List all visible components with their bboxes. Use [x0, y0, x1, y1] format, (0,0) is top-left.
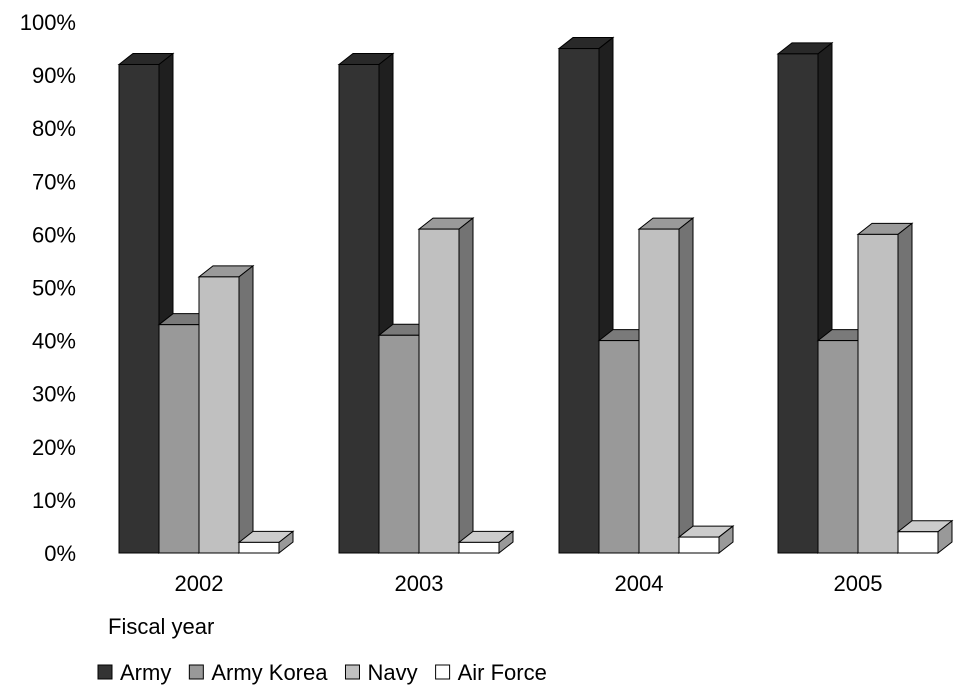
y-tick-label: 80% — [32, 116, 76, 141]
bar-side-face — [897, 222, 913, 555]
legend-swatch — [344, 664, 360, 680]
bar-air-force-2002 — [237, 530, 295, 555]
bar-front-face — [638, 228, 680, 554]
x-axis-title: Fiscal year — [108, 614, 214, 639]
legend-item-air-force: Air Force — [435, 660, 547, 685]
bar-front-face — [897, 531, 939, 554]
x-category-label: 2003 — [395, 571, 444, 596]
bar-front-face — [458, 541, 500, 554]
y-tick-label: 30% — [32, 382, 76, 407]
legend-label: Air Force — [458, 660, 547, 685]
bar-navy-2005 — [856, 222, 914, 555]
bar-front-face — [238, 541, 280, 554]
bar-front-face — [198, 276, 240, 554]
bar-front-face — [678, 536, 720, 554]
x-axis-categories: 2002 2003 2004 2005 — [175, 571, 883, 596]
y-tick-label: 40% — [32, 329, 76, 354]
legend-item-army: Army — [97, 660, 171, 685]
y-tick-label: 90% — [32, 63, 76, 88]
bar-side-face — [238, 264, 254, 555]
bar-front-face — [338, 63, 380, 554]
y-tick-label: 20% — [32, 435, 76, 460]
y-tick-label: 70% — [32, 169, 76, 194]
legend-swatch — [97, 664, 113, 680]
bar-front-face — [558, 48, 600, 554]
bar-navy-2002 — [197, 264, 255, 555]
x-category-label: 2004 — [615, 571, 664, 596]
bar-group-2002 — [117, 52, 295, 555]
bar-air-force-2003 — [457, 530, 515, 555]
y-tick-label: 60% — [32, 222, 76, 247]
y-tick-label: 50% — [32, 276, 76, 301]
bar-navy-2003 — [417, 217, 475, 555]
legend-label: Army — [120, 660, 171, 685]
legend-label: Navy — [367, 660, 417, 685]
bar-group-2004 — [557, 36, 735, 555]
legend-label: Army Korea — [211, 660, 328, 685]
bar-group-2003 — [337, 52, 515, 555]
bar-air-force-2004 — [677, 525, 735, 555]
legend-item-navy: Navy — [344, 660, 418, 685]
x-category-label: 2005 — [834, 571, 883, 596]
bars — [117, 36, 954, 555]
bar-front-face — [158, 324, 200, 554]
bar-side-face — [458, 217, 474, 555]
y-tick-label: 0% — [44, 541, 76, 566]
legend-swatch — [188, 664, 204, 680]
legend-item-army-korea: Army Korea — [188, 660, 328, 685]
bar-front-face — [418, 228, 460, 554]
y-axis-ticks: 0% 10% 20% 30% 40% 50% 60% 70% 80% 90% 100% — [20, 10, 76, 566]
bar-side-face — [678, 217, 694, 555]
legend-swatch — [435, 664, 451, 680]
y-tick-label: 10% — [32, 488, 76, 513]
bar-navy-2004 — [637, 217, 695, 555]
x-category-label: 2002 — [175, 571, 224, 596]
bar-front-face — [598, 340, 640, 554]
bar-front-face — [378, 334, 420, 554]
bar-front-face — [118, 63, 160, 554]
bar-air-force-2005 — [896, 519, 954, 555]
bar-front-face — [817, 340, 859, 554]
y-tick-label: 100% — [20, 10, 76, 35]
bar-front-face — [857, 233, 899, 554]
bar-group-2005 — [776, 41, 954, 555]
legend: Army Army Korea Navy Air Force — [97, 660, 547, 685]
bar-front-face — [777, 53, 819, 554]
